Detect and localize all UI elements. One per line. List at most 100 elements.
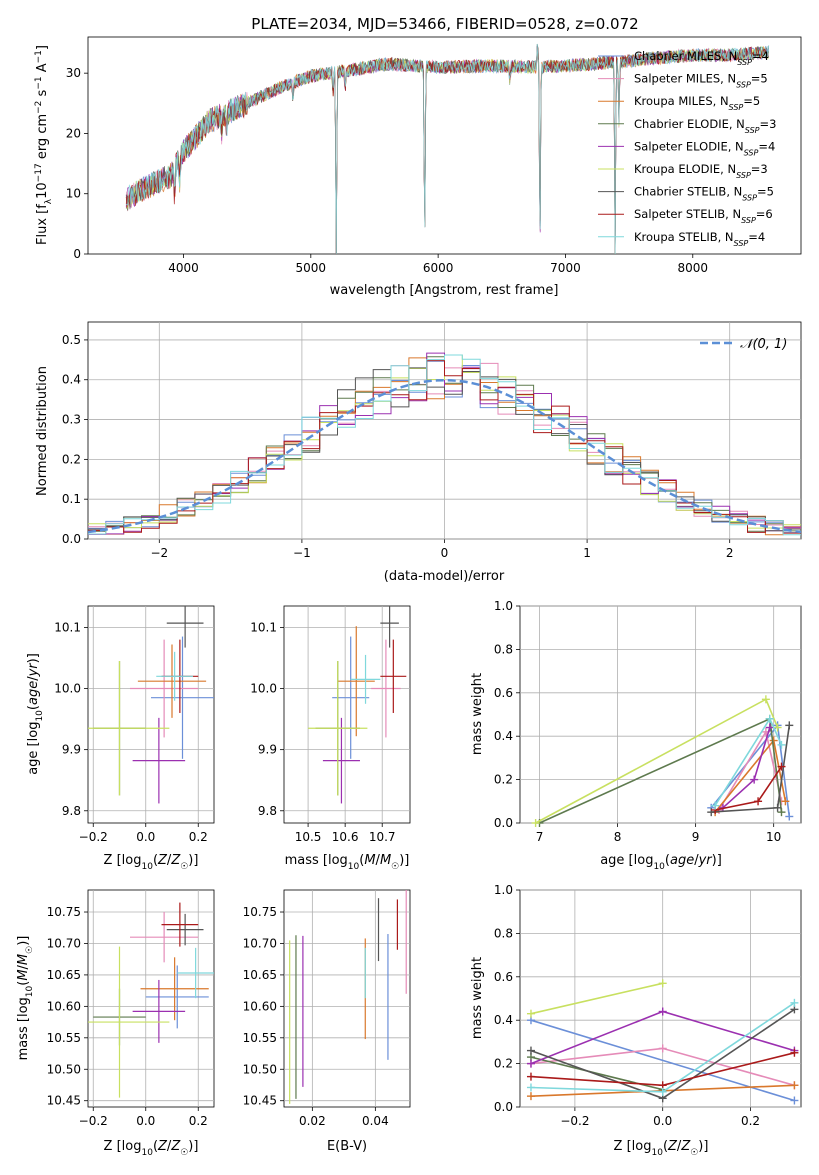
spectrum-series-salpeter-stelib [125, 46, 769, 254]
age-vs-mass-ytick-label: 10.0 [250, 682, 277, 696]
weight-vs-Z-lines [526, 979, 799, 1105]
age-vs-Z-frame [87, 605, 215, 824]
age-vs-Z-xtick-label: 0.0 [136, 830, 155, 844]
age-vs-Z-ytick-label: 9.9 [62, 743, 81, 757]
mass-vs-Z-ytick-label: 10.75 [47, 905, 81, 919]
figure-title: PLATE=2034, MJD=53466, FIBERID=0528, z=0… [251, 15, 638, 33]
weight-vs-age-panel: age [log10(age/yr)] mass weight [470, 605, 802, 872]
age-vs-Z-xlabel: Z [log10(Z/Z☉)] [104, 853, 199, 872]
weight-vs-age-xlabel: age [log10(age/yr)] [600, 853, 722, 872]
age-vs-mass-xlabel: mass [log10(M/M☉)] [285, 853, 410, 872]
weight-vs-Z-xtick-label: −0.2 [560, 1114, 589, 1128]
weight-vs-age-xtick-label: 10 [766, 830, 781, 844]
spectrum-legend-label: Chabrier ELODIE, NSSP=3 [634, 117, 776, 135]
residuals-xlabel: (data-model)/error [384, 569, 505, 584]
spectrum-xtick-label: 7000 [550, 261, 581, 275]
spectrum-ytick-label: 10 [66, 187, 81, 201]
age-vs-mass-xtick-label: 10.7 [369, 830, 396, 844]
weight-vs-age-ylabel: mass weight [470, 673, 485, 755]
mass-vs-EBV-xtick-label: 0.02 [299, 1114, 326, 1128]
mass-vs-EBV-ytick-label: 10.55 [243, 1031, 277, 1045]
mass-vs-Z-ylabel: mass [log10(M/M☉)] [16, 936, 35, 1061]
mass-vs-EBV-frame [283, 889, 411, 1108]
residuals-ytick-label: 0.3 [62, 413, 81, 427]
weight-vs-Z-ytick-label: 0.6 [494, 970, 513, 984]
residual-hist-kroupa-stelib [88, 354, 801, 536]
mass-vs-EBV-points [289, 890, 407, 1104]
residuals-xtick-label: −2 [150, 546, 168, 560]
weight-vs-Z-panel: Z [log10(Z/Z☉)] mass weight [470, 889, 802, 1158]
weight-vs-age-ytick-label: 0.8 [494, 642, 513, 656]
mass-vs-Z-ytick-label: 10.55 [47, 1031, 81, 1045]
mass-vs-EBV-xlabel: E(B-V) [327, 1139, 367, 1154]
weight-vs-Z-xlabel: Z [log10(Z/Z☉)] [614, 1139, 709, 1158]
weight-vs-age-lines [531, 695, 794, 827]
mass-vs-Z-ytick-label: 10.50 [47, 1062, 81, 1076]
age-vs-mass-xtick-label: 10.6 [332, 830, 359, 844]
mass-vs-EBV-ytick-label: 10.75 [243, 905, 277, 919]
age-vs-Z-xtick-label: 0.2 [189, 830, 208, 844]
age-vs-Z-xtick-label: −0.2 [79, 830, 108, 844]
weight-vs-age-ytick-label: 0.0 [494, 816, 513, 830]
mass-vs-Z-axes: −0.2 0.0 0.2 10.45 10.50 10.55 10.60 10.65 10.70… [47, 890, 214, 1128]
weight-vs-Z-ytick-label: 0.2 [494, 1057, 513, 1071]
age-vs-mass-xtick-label: 10.5 [295, 830, 322, 844]
spectrum-legend-label: Kroupa MILES, NSSP=5 [634, 94, 760, 112]
spectrum-xlabel: wavelength [Angstrom, rest frame] [330, 283, 559, 298]
age-vs-mass-panel: mass [log10(M/M☉)] [283, 605, 411, 872]
spectrum-xtick-label: 6000 [423, 261, 454, 275]
residuals-ytick-label: 0.0 [62, 532, 81, 546]
mass-vs-Z-frame [87, 889, 215, 1108]
spectrum-ytick-label: 20 [66, 126, 81, 140]
weight-vs-Z-xtick-label: 0.2 [741, 1114, 760, 1128]
spectrum-xtick-label: 8000 [678, 261, 709, 275]
spectrum-legend-label: Chabrier STELIB, NSSP=5 [634, 185, 774, 203]
mass-vs-EBV-ytick-label: 10.50 [243, 1062, 277, 1076]
weight-vs-Z-frame [519, 889, 802, 1108]
spectrum-legend-label: Kroupa ELODIE, NSSP=3 [634, 162, 768, 180]
age-vs-Z-ylabel: age [log10(age/yr)] [26, 653, 45, 775]
age-vs-Z-points [88, 606, 214, 804]
weight-vs-age-xtick-label: 8 [614, 830, 622, 844]
residuals-panel: (data-model)/error Normed distribution [35, 321, 802, 584]
residuals-ytick-label: 0.2 [62, 452, 81, 466]
weight-vs-Z-series-kroupa-elodie [530, 982, 663, 1015]
spectrum-lines [125, 43, 770, 254]
residuals-xtick-label: 2 [726, 546, 734, 560]
residuals-ylabel: Normed distribution [35, 366, 50, 496]
age-vs-mass-axes: 10.5 10.6 10.7 9.8 9.9 10.0 10.1 [250, 606, 410, 844]
weight-vs-Z-ytick-label: 1.0 [494, 883, 513, 897]
weight-vs-age-xtick-label: 9 [692, 830, 700, 844]
weight-vs-Z-axes: −0.2 0.0 0.2 0.0 0.2 0.4 0.6 0.8 1.0 [494, 883, 801, 1128]
residuals-ytick-label: 0.4 [62, 373, 81, 387]
mass-vs-Z-points [88, 902, 214, 1098]
weight-vs-Z-ytick-label: 0.8 [494, 926, 513, 940]
residuals-xtick-label: 1 [583, 546, 591, 560]
mass-vs-Z-ytick-label: 10.45 [47, 1094, 81, 1108]
mass-vs-Z-ytick-label: 10.65 [47, 968, 81, 982]
spectrum-ytick-label: 0 [73, 247, 81, 261]
spectrum-legend-label: Salpeter MILES, NSSP=5 [634, 72, 768, 90]
age-vs-Z-ytick-label: 10.1 [54, 620, 81, 634]
spectrum-ytick-label: 30 [66, 66, 81, 80]
spectrum-legend-label: Salpeter ELODIE, NSSP=4 [634, 139, 775, 157]
age-vs-Z-ytick-label: 10.0 [54, 682, 81, 696]
weight-vs-age-ytick-label: 1.0 [494, 599, 513, 613]
mass-vs-EBV-ytick-label: 10.65 [243, 968, 277, 982]
age-vs-mass-frame [283, 605, 411, 824]
mass-vs-EBV-axes: 0.02 0.04 10.45 10.50 10.55 10.60 10.65 10.70 10… [243, 890, 410, 1128]
age-vs-mass-ytick-label: 9.8 [258, 804, 277, 818]
weight-vs-Z-xtick-label: 0.0 [653, 1114, 672, 1128]
mass-vs-Z-xtick-label: 0.2 [189, 1114, 208, 1128]
weight-vs-age-frame [519, 605, 802, 824]
residuals-ytick-label: 0.5 [62, 333, 81, 347]
spectrum-xtick-label: 5000 [296, 261, 327, 275]
spectrum-legend-label: Kroupa STELIB, NSSP=4 [634, 230, 765, 248]
weight-vs-age-xtick-label: 7 [536, 830, 544, 844]
normal-curve [88, 378, 801, 534]
mass-vs-Z-ytick-label: 10.70 [47, 936, 81, 950]
weight-vs-age-axes: 7 8 9 10 0.0 0.2 0.4 0.6 0.8 1.0 [494, 599, 801, 844]
age-vs-Z-panel: Z [log10(Z/Z☉)] age [log10(age/yr)] [26, 605, 215, 872]
weight-vs-age-ytick-label: 0.6 [494, 686, 513, 700]
